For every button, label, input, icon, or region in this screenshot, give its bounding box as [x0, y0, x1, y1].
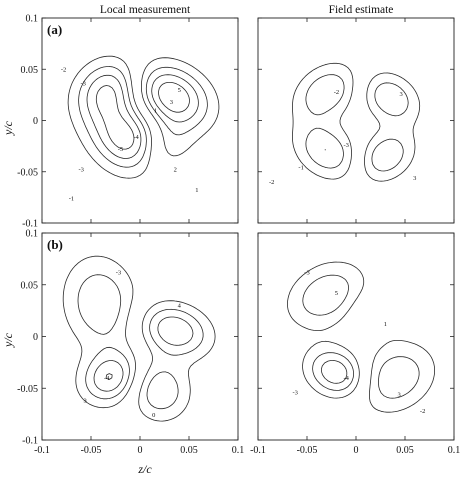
y-tick-label: 0	[33, 116, 38, 127]
contour-level--3	[321, 360, 348, 384]
contour-label: 2	[174, 167, 177, 174]
contour-label: -4	[104, 375, 110, 382]
contour-label: -3	[293, 389, 298, 396]
contour-label: -1	[69, 195, 74, 202]
contour-label: -4	[343, 375, 349, 382]
contour-level-1	[364, 72, 421, 182]
contour-label: -3	[80, 81, 85, 88]
contour-level--1	[67, 55, 152, 179]
contour-lines	[67, 55, 220, 179]
contour-level-1	[138, 300, 216, 422]
y-axis-label-top: y/c	[1, 120, 15, 136]
x-tick-label: -0.05	[297, 445, 318, 456]
contour-label: -4	[133, 134, 139, 141]
x-tick-label: 0	[354, 445, 359, 456]
contour-label: -3	[78, 167, 83, 174]
row-label: (a)	[47, 22, 62, 37]
contour-label: 1	[154, 107, 157, 114]
panels-layer: -2-3531-5-4-3-1210.10.050-0.05-0.1(a)3-2…	[17, 14, 460, 457]
contour-label: 3	[170, 99, 173, 106]
contour-label: -3	[304, 269, 309, 276]
contour-lines	[62, 255, 216, 422]
column-title-right: Field estimate	[329, 4, 394, 16]
x-tick-label: 0.1	[448, 445, 461, 456]
x-tick-label: -0.05	[81, 445, 102, 456]
contour-label: -2	[334, 89, 339, 96]
contour-label: 3	[413, 175, 416, 182]
contour-level--4	[95, 85, 135, 150]
contour-label: 5	[178, 87, 181, 94]
x-tick-label: 0	[138, 445, 143, 456]
contour-level--1	[287, 261, 365, 399]
contour-level--3	[93, 360, 124, 392]
contour-level--2	[78, 66, 147, 168]
contour-level-3	[151, 74, 199, 123]
x-tick-label: 0.05	[396, 445, 414, 456]
y-tick-label: -0.1	[22, 436, 38, 447]
contour-level-2	[371, 82, 409, 172]
contour-label: 5	[335, 290, 338, 297]
row-label-bg	[44, 236, 70, 253]
x-tick-label: 0.05	[180, 445, 198, 456]
panel-frame	[257, 17, 455, 224]
contour-level-1	[141, 57, 220, 157]
y-tick-label: 0	[33, 332, 38, 343]
row-label: (b)	[47, 237, 63, 252]
contour-level--3	[86, 74, 142, 159]
y-tick-label: 0.05	[21, 65, 39, 76]
y-tick-label: -0.05	[17, 384, 38, 395]
y-tick-label: 0.05	[21, 280, 39, 291]
x-tick-label: -0.1	[34, 445, 50, 456]
contour-label: -2	[269, 179, 274, 186]
contour-label: 1	[384, 321, 387, 328]
contour-label: -2	[61, 66, 66, 73]
contour-level-4	[158, 82, 190, 113]
contour-level-3	[157, 316, 194, 346]
contour-label: 4	[178, 302, 182, 309]
contour-level-1	[369, 340, 435, 413]
contour-label: 0	[152, 412, 155, 419]
panel-4: -3 5 1 -4 -3 3 -2 -0.1 -0.05 0 0.05 0.1	[250, 232, 461, 456]
contour-label: -1	[298, 165, 303, 172]
contour-lines	[292, 62, 421, 182]
contour-level--2	[305, 74, 345, 169]
y-tick-label: -0.1	[22, 219, 38, 230]
x-axis-label: z/c	[137, 462, 152, 476]
panel-2: 3 -2 -3 -1 -2 3	[257, 17, 455, 224]
column-title-left: Local measurement	[100, 4, 191, 16]
panel-1: -2 -3 53 1 -5 -4 -3 -1 2 1 0.1 0.05 0 -0.05 -0.1 (a)	[17, 14, 239, 230]
contour-label: 3	[83, 398, 86, 405]
contour-level-2	[378, 356, 420, 399]
x-tick-label: -0.1	[250, 445, 266, 456]
x-tick-label: 0.1	[232, 445, 245, 456]
contour-lines	[287, 261, 435, 413]
y-tick-label: -0.05	[17, 167, 38, 178]
contour-level-2	[145, 66, 208, 136]
contour-label: 3	[399, 91, 402, 98]
row-label-bg	[44, 21, 70, 38]
contour-level--1	[292, 62, 354, 180]
contour-level--2	[77, 274, 130, 400]
panel-3: -3 4 -4 3 0 -0.1 -0.05 0 0.05 0.1 0.1 0.05 0 -0.05 -0.…	[17, 229, 244, 457]
contour-level-2	[146, 308, 204, 410]
y-axis-label-bottom: y/c	[1, 332, 15, 348]
contour-level--4	[105, 373, 113, 380]
contour-label: -2	[420, 408, 425, 415]
contour-label: -3	[116, 269, 121, 276]
y-tick-label: 0.1	[26, 14, 39, 25]
contour-label: 3	[397, 391, 400, 398]
contour-level--1	[62, 255, 136, 409]
contour-level--2	[302, 274, 354, 391]
contour-label: -5	[118, 146, 123, 153]
y-tick-label: 0.1	[26, 229, 39, 240]
contour-label: 1	[195, 187, 198, 194]
contour-label: -3	[343, 142, 348, 149]
